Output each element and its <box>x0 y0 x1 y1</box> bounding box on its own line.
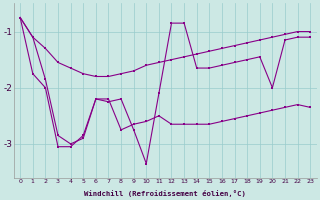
X-axis label: Windchill (Refroidissement éolien,°C): Windchill (Refroidissement éolien,°C) <box>84 190 246 197</box>
